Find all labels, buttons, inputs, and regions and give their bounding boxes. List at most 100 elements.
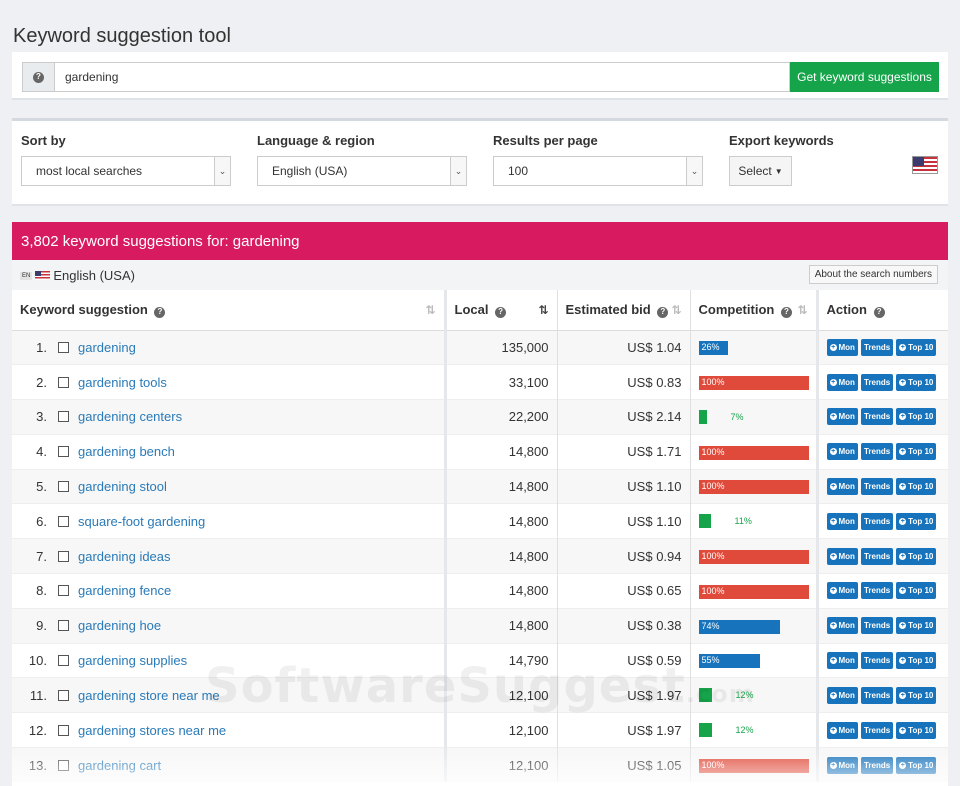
trends-button[interactable]: Trends [860, 652, 894, 670]
monitor-button[interactable]: + Mon [826, 756, 858, 774]
monitor-button[interactable]: + Mon [826, 652, 858, 670]
table-row: 12. gardening stores near me 12,100 US$ 1.9… [12, 712, 948, 748]
trends-button[interactable]: Trends [860, 547, 894, 565]
keyword-link[interactable]: gardening stores near me [78, 722, 227, 738]
top10-button[interactable]: + Top 10 [896, 617, 937, 635]
top10-button[interactable]: + Top 10 [896, 686, 937, 704]
trends-button[interactable]: Trends [860, 443, 894, 461]
column-header-competition[interactable]: Competition ? ⇅ [689, 290, 817, 331]
search-input[interactable] [54, 62, 790, 92]
trends-button[interactable]: Trends [860, 373, 894, 391]
row-checkbox[interactable] [58, 341, 69, 353]
monitor-button[interactable]: + Mon [826, 547, 858, 565]
top10-button[interactable]: + Top 10 [896, 652, 937, 670]
sort-icon[interactable]: ⇅ [797, 303, 808, 317]
keyword-link[interactable]: gardening centers [78, 409, 183, 425]
monitor-button[interactable]: + Mon [826, 512, 858, 530]
row-checkbox[interactable] [58, 759, 69, 771]
results-per-page-select[interactable]: 100 ⌄ [493, 156, 703, 186]
get-suggestions-button[interactable]: Get keyword suggestions [790, 62, 939, 92]
row-checkbox[interactable] [58, 620, 69, 632]
rank-number: 3. [36, 409, 47, 425]
keyword-link[interactable]: gardening tools [78, 374, 167, 390]
keyword-link[interactable]: gardening hoe [78, 618, 162, 634]
row-checkbox[interactable] [58, 724, 69, 736]
monitor-button[interactable]: + Mon [826, 617, 858, 635]
help-icon[interactable]: ? [780, 306, 792, 318]
top10-button[interactable]: + Top 10 [896, 582, 937, 600]
keyword-cell: 13. gardening cart [12, 747, 445, 783]
monitor-button[interactable]: + Mon [826, 443, 858, 461]
monitor-button[interactable]: + Mon [826, 721, 858, 739]
trends-button[interactable]: Trends [860, 582, 894, 600]
trends-button[interactable]: Trends [860, 512, 894, 530]
top10-button[interactable]: + Top 10 [896, 338, 937, 356]
column-header-keyword[interactable]: Keyword suggestion ? ⇅ [12, 290, 445, 331]
row-checkbox[interactable] [58, 515, 69, 527]
keyword-link[interactable]: square-foot gardening [78, 513, 206, 529]
monitor-button[interactable]: + Mon [826, 373, 858, 391]
keyword-link[interactable]: gardening [78, 339, 136, 355]
keyword-link[interactable]: gardening store near me [78, 687, 220, 703]
keyword-link[interactable]: gardening ideas [78, 548, 171, 564]
competition-cell: 100% [689, 364, 817, 400]
trends-button[interactable]: Trends [860, 756, 894, 774]
row-checkbox[interactable] [58, 689, 69, 701]
trends-button[interactable]: Trends [860, 617, 894, 635]
keyword-link[interactable]: gardening bench [78, 444, 175, 460]
help-icon[interactable]: ? [154, 306, 166, 318]
row-checkbox[interactable] [58, 585, 69, 597]
top10-button[interactable]: + Top 10 [896, 443, 937, 461]
row-checkbox[interactable] [58, 550, 69, 562]
language-select[interactable]: English (USA) ⌄ [257, 156, 467, 186]
trends-button[interactable]: Trends [860, 721, 894, 739]
help-icon[interactable]: ? [22, 62, 54, 92]
row-checkbox[interactable] [58, 411, 69, 423]
monitor-button[interactable]: + Mon [826, 582, 858, 600]
competition-wrap: 12% [698, 688, 808, 703]
about-search-numbers-button[interactable]: About the search numbers [808, 265, 938, 284]
top10-button[interactable]: + Top 10 [896, 721, 937, 739]
trends-button[interactable]: Trends [860, 338, 894, 356]
sort-desc-icon[interactable]: ⇅ [538, 303, 549, 317]
column-header-local[interactable]: Local ? ⇅ [443, 290, 557, 331]
trends-button[interactable]: Trends [860, 478, 894, 496]
column-header-bid[interactable]: Estimated bid ? ⇅ [556, 290, 690, 331]
monitor-button[interactable]: + Mon [826, 338, 858, 356]
keyword-link[interactable]: gardening fence [78, 583, 172, 599]
top10-button[interactable]: + Top 10 [896, 756, 937, 774]
export-select-button[interactable]: Select ▼ [729, 156, 792, 186]
keyword-link[interactable]: gardening stool [78, 479, 167, 495]
estimated-bid-cell: US$ 0.83 [556, 364, 690, 400]
help-icon[interactable]: ? [495, 306, 507, 318]
us-flag-icon[interactable] [912, 156, 938, 174]
row-checkbox[interactable] [58, 376, 69, 388]
sort-icon[interactable]: ⇅ [671, 303, 682, 317]
top10-button[interactable]: + Top 10 [896, 512, 937, 530]
monitor-button[interactable]: + Mon [826, 478, 858, 496]
sort-icon[interactable]: ⇅ [425, 303, 436, 317]
keyword-link[interactable]: gardening supplies [78, 653, 188, 669]
trends-button[interactable]: Trends [860, 686, 894, 704]
top10-button[interactable]: + Top 10 [896, 408, 937, 426]
sort-select[interactable]: most local searches ⌄ [21, 156, 231, 186]
row-checkbox[interactable] [58, 655, 69, 667]
help-icon[interactable]: ? [657, 306, 669, 318]
competition-bar: 100% [698, 480, 809, 495]
monitor-button[interactable]: + Mon [826, 408, 858, 426]
top10-button[interactable]: + Top 10 [896, 478, 937, 496]
row-checkbox[interactable] [58, 446, 69, 458]
top10-button[interactable]: + Top 10 [896, 547, 937, 565]
us-flag-icon [35, 271, 51, 280]
competition-bar [698, 514, 711, 529]
row-checkbox[interactable] [58, 481, 69, 493]
trends-button[interactable]: Trends [860, 408, 894, 426]
estimated-bid-cell: US$ 1.10 [556, 503, 690, 539]
action-cell: + Mon Trends + Top 10 [815, 433, 948, 470]
top10-button[interactable]: + Top 10 [896, 373, 937, 391]
help-icon[interactable]: ? [873, 306, 885, 318]
monitor-button[interactable]: + Mon [826, 686, 858, 704]
keyword-link[interactable]: gardening cart [78, 757, 162, 773]
options-panel: Sort by most local searches ⌄ Language &… [12, 118, 948, 206]
competition-cell: 100% [689, 747, 817, 783]
